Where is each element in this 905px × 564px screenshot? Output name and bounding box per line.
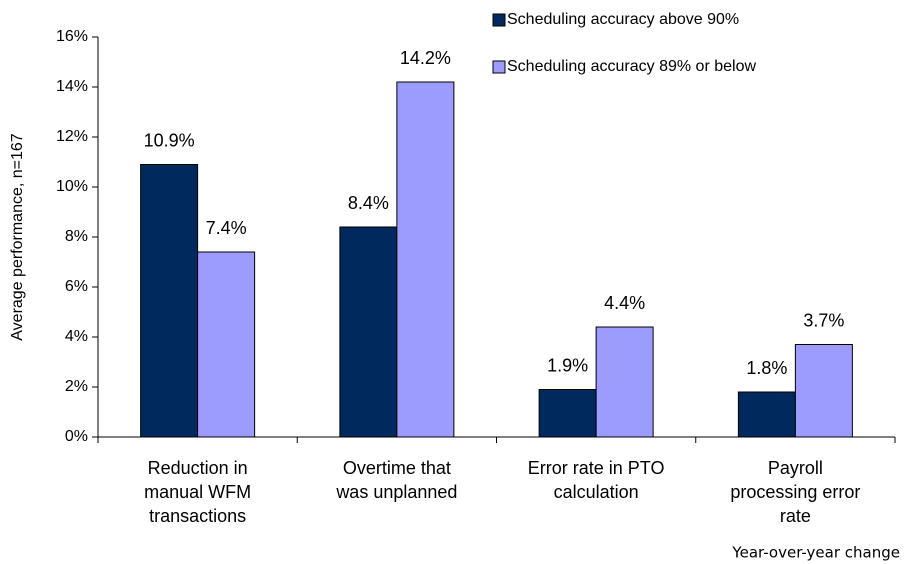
bar	[595, 326, 654, 438]
y-tick-label: 2%	[65, 378, 88, 395]
y-tick-label: 16%	[56, 28, 88, 45]
bar	[737, 391, 796, 438]
x-tick-label: rate	[780, 506, 811, 526]
value-label: 3.7%	[803, 310, 844, 330]
value-label: 1.9%	[547, 355, 588, 375]
legend-label: Scheduling accuracy 89% or below	[507, 58, 756, 75]
x-tick-label: calculation	[554, 482, 639, 502]
bar	[794, 344, 853, 438]
y-tick-label: 10%	[56, 178, 88, 195]
y-tick-label: 8%	[65, 228, 88, 245]
x-tick-label: Error rate in PTO	[528, 458, 665, 478]
y-tick-label: 14%	[56, 78, 88, 95]
bar	[538, 389, 597, 438]
y-tick-label: 12%	[56, 128, 88, 145]
y-tick-label: 4%	[65, 328, 88, 345]
y-axis-label: Average performance, n=167	[9, 133, 26, 341]
x-tick-label: transactions	[149, 506, 246, 526]
bar	[339, 226, 398, 438]
value-label: 7.4%	[206, 218, 247, 238]
x-tick-label: was unplanned	[335, 482, 457, 502]
legend-swatch	[492, 60, 506, 74]
y-tick-label: 6%	[65, 278, 88, 295]
note: Year-over-year change	[731, 544, 900, 562]
x-tick-label: Payroll	[768, 458, 823, 478]
legend-swatch	[492, 13, 506, 27]
value-label: 8.4%	[348, 193, 389, 213]
value-label: 14.2%	[400, 48, 451, 68]
bar	[197, 251, 256, 438]
bar	[396, 81, 455, 438]
value-label: 10.9%	[144, 130, 195, 150]
y-tick-label: 0%	[65, 428, 88, 445]
value-label: 4.4%	[604, 293, 645, 313]
legend-label: Scheduling accuracy above 90%	[507, 11, 739, 28]
x-tick-label: Overtime that	[343, 458, 451, 478]
bar	[140, 164, 199, 438]
x-tick-label: processing error	[730, 482, 860, 502]
x-tick-label: Reduction in	[148, 458, 248, 478]
x-tick-label: manual WFM	[144, 482, 251, 502]
value-label: 1.8%	[746, 358, 787, 378]
